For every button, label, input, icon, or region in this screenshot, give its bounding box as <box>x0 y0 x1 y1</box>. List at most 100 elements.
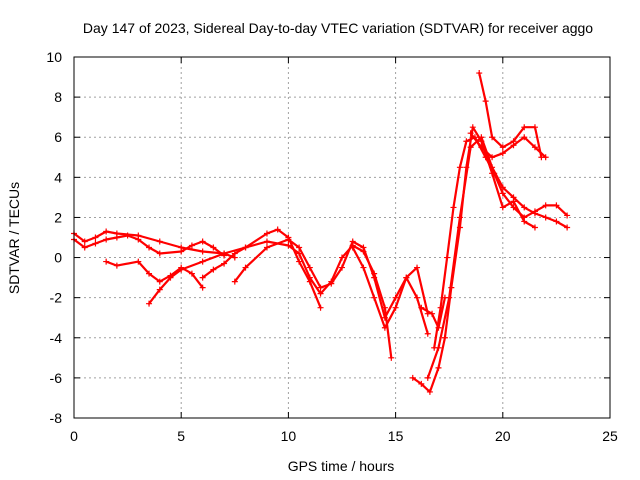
x-tick-label: 20 <box>495 428 511 444</box>
data-point <box>424 374 431 381</box>
series-track-11 <box>476 70 545 161</box>
data-point <box>381 324 388 331</box>
plot-area <box>71 70 571 395</box>
data-point <box>435 324 442 331</box>
data-point <box>199 274 206 281</box>
y-tick-label: -2 <box>50 290 63 306</box>
series-track-12 <box>467 130 549 161</box>
data-point <box>296 258 303 265</box>
data-point <box>531 124 538 131</box>
data-point <box>467 130 474 137</box>
data-point <box>553 202 560 209</box>
series-track-1 <box>71 228 238 261</box>
data-point <box>456 214 463 221</box>
tick-labels: 0 5 10 15 20 25 -8 -6 -4 -2 0 2 4 6 8 10 <box>46 49 618 444</box>
series-line <box>420 296 446 329</box>
y-axis-label: SDTVAR / TECUs <box>6 182 22 294</box>
data-point <box>328 280 335 287</box>
data-point <box>199 258 206 265</box>
data-point <box>499 190 506 197</box>
data-point <box>414 264 421 271</box>
y-tick-label: 2 <box>54 209 62 225</box>
data-point <box>317 290 324 297</box>
data-point <box>296 244 303 251</box>
y-tick-label: 8 <box>54 89 62 105</box>
data-point <box>403 274 410 281</box>
data-point <box>482 154 489 161</box>
data-point <box>553 218 560 225</box>
data-point <box>156 238 163 245</box>
series-line <box>72 230 236 259</box>
data-point <box>339 254 345 261</box>
data-point <box>81 238 88 245</box>
data-point <box>491 170 498 177</box>
data-point <box>510 194 517 201</box>
series-track-8 <box>409 124 538 395</box>
series-line <box>147 240 393 359</box>
series-track-4 <box>146 238 395 361</box>
data-point <box>489 154 496 161</box>
plot-frame <box>73 56 611 419</box>
series-track-6 <box>231 236 431 321</box>
data-point <box>146 300 153 307</box>
data-point <box>521 124 528 131</box>
data-point <box>178 266 185 273</box>
series-line <box>469 132 547 159</box>
series-line <box>411 126 537 393</box>
data-point <box>542 214 549 221</box>
data-point <box>306 278 313 285</box>
chart-title: Day 147 of 2023, Sidereal Day-to-day VTE… <box>83 20 593 36</box>
data-point <box>441 294 448 301</box>
data-point <box>392 294 399 301</box>
y-tick-label: -4 <box>50 330 63 346</box>
data-point <box>167 274 174 281</box>
data-point <box>231 250 238 257</box>
data-point <box>199 248 206 255</box>
data-point <box>81 244 88 251</box>
data-point <box>564 224 571 231</box>
data-point <box>450 204 457 211</box>
data-point <box>103 258 110 265</box>
data-point <box>478 134 485 141</box>
data-point <box>564 212 571 219</box>
data-point <box>124 232 131 239</box>
x-tick-label: 25 <box>602 428 618 444</box>
data-point <box>467 144 474 151</box>
data-point <box>418 304 425 311</box>
data-point <box>521 134 528 141</box>
series-track-2 <box>71 232 228 259</box>
series-track-13 <box>418 294 448 331</box>
data-point <box>510 204 517 211</box>
data-point <box>429 310 436 317</box>
data-point <box>199 238 206 245</box>
data-point <box>418 380 425 387</box>
data-point <box>510 142 517 149</box>
data-point <box>146 244 153 251</box>
grid <box>74 57 610 418</box>
data-point <box>435 364 442 371</box>
y-tick-label: 10 <box>46 49 62 65</box>
data-point <box>521 204 528 211</box>
data-point <box>499 204 506 211</box>
data-point <box>456 164 463 171</box>
series-line <box>233 238 429 319</box>
y-tick-label: 6 <box>54 129 62 145</box>
data-point <box>263 238 270 245</box>
data-point <box>482 98 489 105</box>
data-point <box>424 330 431 337</box>
data-point <box>210 244 217 251</box>
data-point <box>317 304 324 311</box>
data-point <box>135 236 142 243</box>
data-point <box>188 242 195 249</box>
x-axis-label: GPS time / hours <box>288 458 395 474</box>
data-point <box>469 124 476 131</box>
x-tick-label: 5 <box>177 428 185 444</box>
data-point <box>521 214 528 221</box>
data-point <box>113 234 120 241</box>
x-tick-label: 10 <box>281 428 297 444</box>
data-point <box>103 228 110 235</box>
data-point <box>146 270 153 277</box>
data-point <box>156 286 163 293</box>
series-line <box>426 136 569 379</box>
